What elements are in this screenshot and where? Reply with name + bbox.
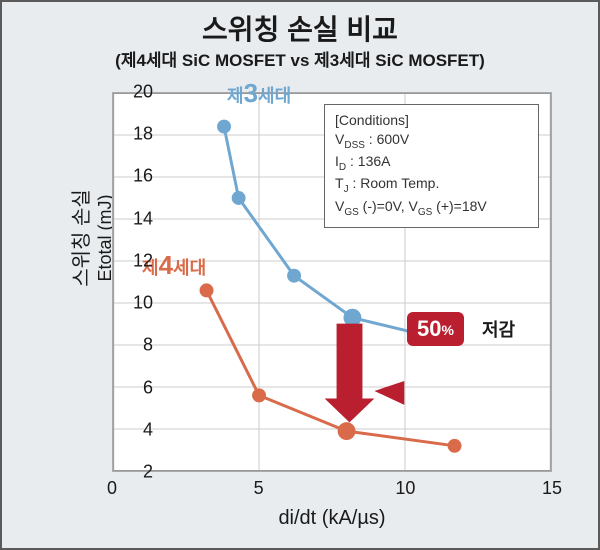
conditions-lines: VDSS : 600VID : 136ATJ : Room Temp.VGS (… [335,130,528,219]
reduction-badge: 50% [407,312,464,346]
series-label-gen3: 제3세대 [227,78,291,109]
conditions-title: [Conditions] [335,111,528,130]
conditions-box: [Conditions] VDSS : 600VID : 136ATJ : Ro… [324,104,539,228]
chart-container: 스위칭 손실 비교 (제4세대 SiC MOSFET vs 제3세대 SiC M… [0,0,600,550]
reduction-label: 저감 [482,316,515,342]
chart-subtitle: (제4세대 SiC MOSFET vs 제3세대 SiC MOSFET) [2,46,598,71]
x-axis-label: di/dt (kA/µs) [112,507,552,530]
chart-title: 스위칭 손실 비교 [2,8,598,48]
y-axis-label: 스위칭 손실 Etotal (mJ) [65,189,117,287]
